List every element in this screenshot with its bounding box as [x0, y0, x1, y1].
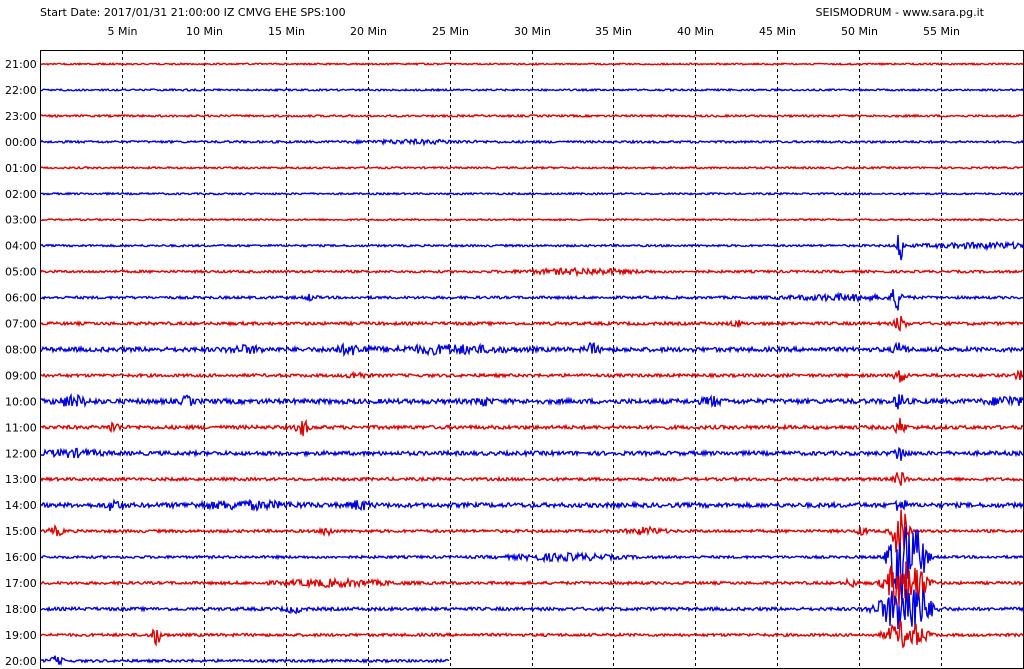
trace-0800 — [40, 341, 1024, 358]
y-tick-label: 08:00 — [5, 343, 37, 356]
start-date-header: Start Date: 2017/01/31 21:00:00 IZ CMVG … — [40, 6, 346, 19]
trace-1700 — [40, 561, 1024, 608]
x-tick-label: 25 Min — [432, 25, 469, 38]
traces — [40, 62, 1024, 667]
trace-0600 — [40, 289, 1024, 311]
trace-1800 — [40, 589, 1024, 630]
trace-2200 — [40, 87, 1024, 93]
trace-1300 — [40, 471, 1024, 486]
trace-0500 — [40, 266, 1024, 278]
trace-0700 — [40, 315, 1024, 332]
y-tick-label: 21:00 — [5, 58, 37, 71]
x-tick-label: 15 Min — [268, 25, 305, 38]
y-tick-label: 07:00 — [5, 318, 37, 331]
trace-1600 — [40, 526, 1024, 603]
y-tick-label: 11:00 — [5, 421, 37, 434]
x-tick-label: 30 Min — [514, 25, 551, 38]
y-tick-label: 16:00 — [5, 551, 37, 564]
y-tick-label: 03:00 — [5, 214, 37, 227]
y-tick-label: 23:00 — [5, 110, 37, 123]
x-tick-label: 45 Min — [759, 25, 796, 38]
trace-1000 — [40, 392, 1024, 410]
y-tick-labels: 21:00 22:00 23:00 00:00 01:00 02:00 03:00 04:00… — [5, 58, 37, 668]
x-tick-label: 10 Min — [186, 25, 223, 38]
y-tick-label: 05:00 — [5, 266, 37, 279]
x-tick-label: 5 Min — [107, 25, 137, 38]
x-tick-label: 55 Min — [923, 25, 960, 38]
trace-2300 — [40, 113, 1024, 119]
y-tick-label: 00:00 — [5, 136, 37, 149]
y-tick-label: 22:00 — [5, 84, 37, 97]
x-tick-label: 35 Min — [595, 25, 632, 38]
y-tick-label: 02:00 — [5, 188, 37, 201]
grid-lines — [122, 51, 942, 668]
y-tick-label: 15:00 — [5, 525, 37, 538]
trace-0000 — [40, 137, 1024, 147]
x-tick-label: 50 Min — [841, 25, 878, 38]
y-tick-label: 14:00 — [5, 499, 37, 512]
y-tick-label: 19:00 — [5, 629, 37, 642]
trace-1900 — [40, 621, 1024, 649]
y-tick-label: 09:00 — [5, 369, 37, 382]
y-tick-label: 17:00 — [5, 577, 37, 590]
y-tick-label: 04:00 — [5, 240, 37, 253]
trace-0100 — [40, 165, 1024, 171]
trace-1100 — [40, 417, 1024, 437]
y-tick-label: 12:00 — [5, 447, 37, 460]
x-tick-labels: 5 Min 10 Min 15 Min 20 Min 25 Min 30 Min 35 Mi… — [107, 25, 960, 38]
x-tick-label: 20 Min — [350, 25, 387, 38]
x-tick-label: 40 Min — [677, 25, 714, 38]
y-tick-label: 18:00 — [5, 603, 37, 616]
trace-0900 — [40, 369, 1024, 383]
y-tick-label: 06:00 — [5, 292, 37, 305]
trace-1500 — [40, 509, 1024, 556]
trace-1200 — [40, 446, 1024, 461]
y-tick-label: 20:00 — [5, 655, 37, 668]
trace-1400 — [40, 498, 1024, 513]
y-tick-label: 01:00 — [5, 162, 37, 175]
trace-2100 — [40, 62, 1024, 67]
y-tick-label: 13:00 — [5, 473, 37, 486]
trace-0400 — [40, 234, 1024, 261]
trace-0200 — [40, 191, 1024, 196]
y-tick-label: 10:00 — [5, 395, 37, 408]
trace-0300 — [40, 217, 1024, 222]
trace-2000 — [40, 655, 450, 667]
source-header: SEISMODRUM - www.sara.pg.it — [815, 6, 984, 19]
